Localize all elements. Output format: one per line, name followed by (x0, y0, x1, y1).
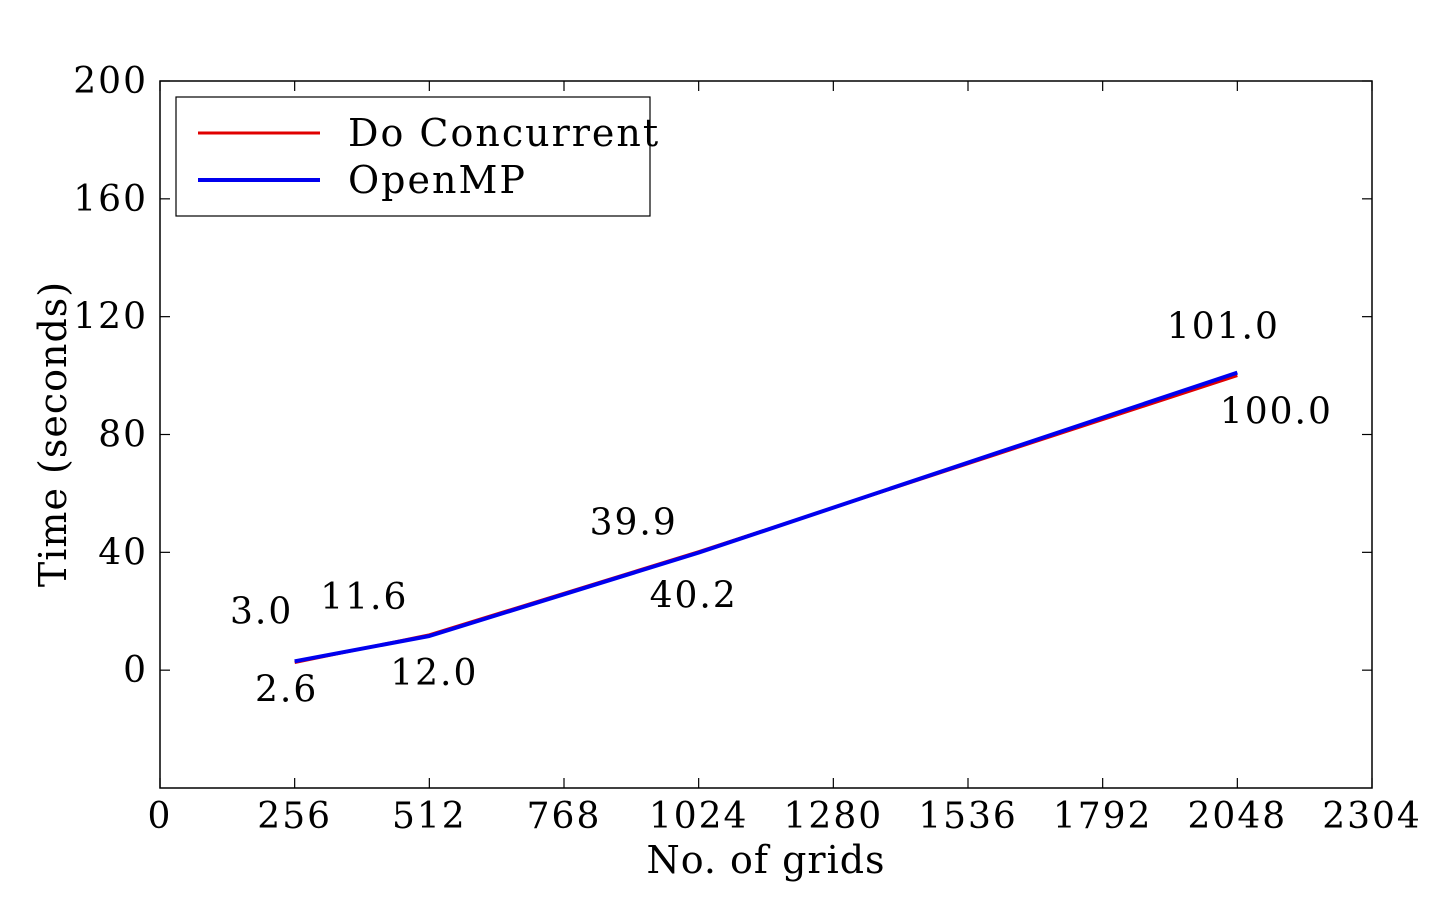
y-tick-label: 120 (73, 297, 148, 338)
data-label-openmp: 39.9 (590, 503, 678, 544)
data-label-openmp: 3.0 (230, 591, 293, 632)
data-label-do-concurrent: 2.6 (255, 670, 318, 711)
y-tick-label: 0 (123, 650, 148, 691)
legend-frame (175, 96, 651, 217)
legend-label-do-concurrent: Do Concurrent (348, 111, 660, 155)
series-line-openmp (294, 370, 1238, 664)
x-tick-label: 512 (392, 796, 467, 837)
data-label-openmp: 11.6 (320, 577, 408, 618)
x-tick-label: 2048 (1188, 796, 1288, 837)
data-label-do-concurrent: 100.0 (1220, 392, 1333, 433)
x-tick-label: 2304 (1322, 796, 1422, 837)
x-tick-label: 768 (527, 796, 602, 837)
legend-label-openmp: OpenMP (348, 158, 527, 202)
y-tick-label: 80 (98, 415, 148, 456)
x-tick-label: 1792 (1053, 796, 1153, 837)
y-axis-ticks: 0 40 80 120 160 200 (73, 61, 1372, 691)
x-axis-ticks: 0 256 512 768 1024 1280 1536 1792 2048 2304 (148, 81, 1422, 837)
x-tick-label: 0 (148, 796, 173, 837)
x-axis-label: No. of grids (646, 838, 885, 882)
data-label-do-concurrent: 12.0 (390, 653, 478, 694)
x-tick-label: 1536 (918, 796, 1018, 837)
data-label-do-concurrent: 40.2 (650, 576, 738, 617)
data-labels: 2.6 12.0 40.2 100.0 3.0 11.6 39.9 101.0 (230, 307, 1333, 711)
y-tick-label: 200 (73, 61, 148, 102)
legend: Do Concurrent OpenMP (175, 96, 660, 217)
y-axis-label: Time (seconds) (31, 281, 75, 587)
series-lines (294, 370, 1238, 664)
data-label-openmp: 101.0 (1167, 307, 1280, 348)
y-tick-label: 160 (73, 179, 148, 220)
x-tick-label: 1280 (784, 796, 884, 837)
x-tick-label: 1024 (649, 796, 749, 837)
y-tick-label: 40 (98, 532, 148, 573)
x-tick-label: 256 (257, 796, 332, 837)
